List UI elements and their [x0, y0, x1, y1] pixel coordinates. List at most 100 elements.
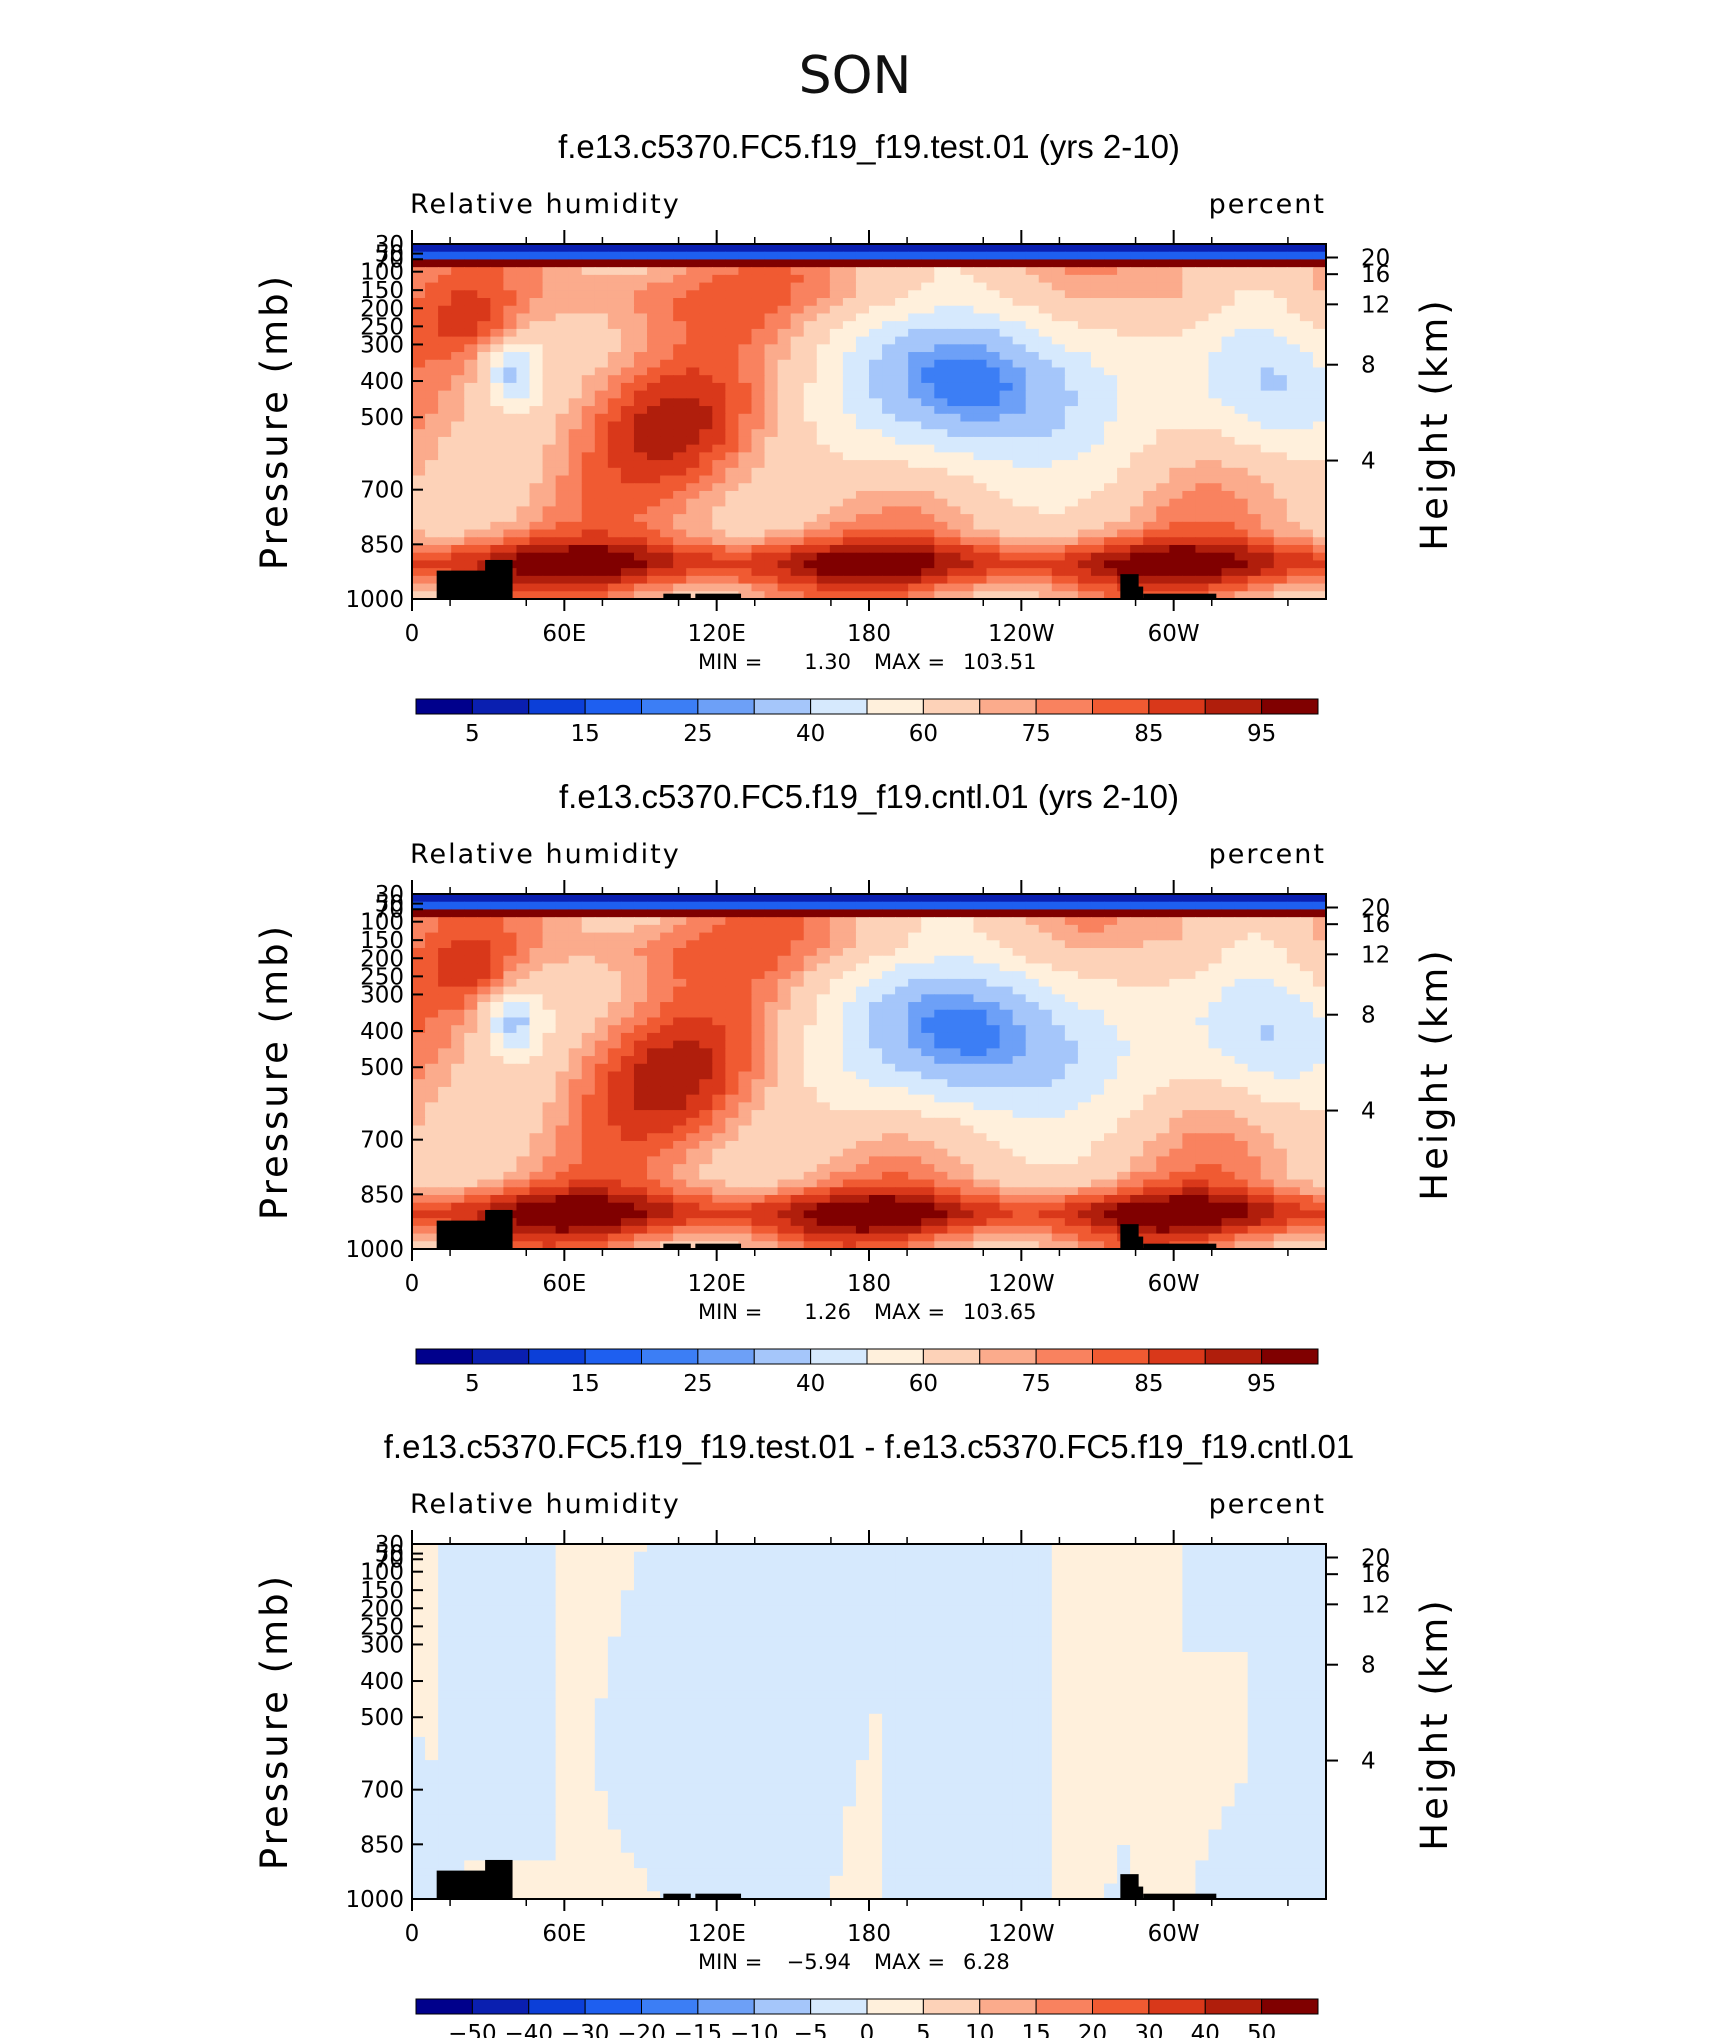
field-cell: [1273, 359, 1288, 369]
field-cell: [947, 406, 961, 415]
field-cell: [1104, 971, 1118, 980]
field-cell: [1169, 506, 1183, 515]
field-cell: [1038, 901, 1053, 911]
field-cell: [934, 583, 948, 592]
field-cell: [438, 359, 452, 369]
field-cell: [555, 274, 570, 284]
field-cell: [1090, 963, 1105, 972]
field-cell: [1064, 413, 1079, 423]
field-cell: [633, 467, 648, 477]
field-cell: [803, 1071, 818, 1080]
field-cell: [1273, 963, 1288, 972]
field-cell: [620, 444, 635, 453]
field-cell: [1051, 436, 1066, 446]
field-cell: [973, 390, 988, 399]
field-cell: [790, 244, 805, 253]
field-cell: [960, 971, 975, 980]
field-cell: [895, 924, 909, 934]
panel-title: f.e13.c5370.FC5.f19_f19.cntl.01 (yrs 2-1…: [559, 778, 1179, 815]
field-cell: [647, 444, 661, 453]
field-cell: [633, 537, 648, 546]
field-cell: [660, 467, 674, 477]
field-cell: [568, 321, 583, 330]
field-cell: [934, 321, 948, 330]
field-cell: [829, 955, 844, 965]
field-cell: [960, 940, 975, 949]
field-cell: [1025, 498, 1040, 507]
field-cell: [464, 390, 478, 399]
field-cell: [1247, 406, 1262, 415]
field-cell: [633, 1017, 648, 1026]
field-cell: [1156, 251, 1170, 261]
field-cell: [516, 1048, 531, 1057]
field-cell: [1260, 506, 1275, 515]
field-cell: [725, 490, 740, 500]
field-cell: [777, 452, 792, 461]
field-cell: [960, 909, 975, 918]
field-cell: [660, 298, 674, 307]
field-cell: [647, 1009, 661, 1019]
field-cell: [1169, 398, 1183, 407]
field-cell: [712, 955, 726, 965]
field-cell: [1064, 483, 1079, 492]
field-cell: [1247, 1040, 1262, 1049]
field-cell: [725, 948, 740, 957]
field-cell: [986, 994, 1001, 1003]
field-cell: [777, 1009, 792, 1019]
field-cell: [921, 406, 935, 415]
field-cell: [1104, 932, 1118, 941]
field-cell: [686, 591, 700, 600]
field-cell: [477, 251, 491, 261]
field-cell: [816, 390, 831, 399]
field-cell: [620, 367, 635, 376]
field-cell: [1299, 948, 1314, 957]
field-cell: [869, 894, 883, 903]
field-cell: [999, 498, 1014, 507]
field-cell: [1143, 971, 1157, 980]
field-cell: [438, 1025, 452, 1034]
field-cell: [555, 444, 570, 453]
field-cell: [594, 560, 609, 569]
field-cell: [490, 328, 504, 338]
field-cell: [921, 994, 935, 1003]
field-cell: [934, 560, 948, 569]
field-cell: [503, 336, 518, 345]
field-cell: [934, 955, 948, 965]
field-cell: [803, 948, 818, 957]
field-cell: [594, 352, 609, 361]
field-cell: [712, 452, 726, 461]
field-cell: [1117, 298, 1131, 307]
field-cell: [412, 467, 426, 477]
field-cell: [581, 259, 596, 268]
field-cell: [816, 1017, 831, 1026]
field-cell: [908, 1040, 922, 1049]
field-cell: [1090, 406, 1105, 415]
field-cell: [1051, 955, 1066, 965]
field-cell: [542, 514, 557, 523]
field-cell: [1286, 1048, 1301, 1057]
field-cell: [464, 529, 478, 538]
field-cell: [620, 467, 635, 477]
field-cell: [607, 1056, 622, 1065]
field-cell: [1143, 498, 1157, 507]
field-cell: [568, 452, 583, 461]
field-cell: [620, 986, 635, 995]
field-cell: [842, 1025, 857, 1034]
field-cell: [1077, 575, 1092, 585]
field-cell: [751, 406, 766, 415]
field-cell: [855, 940, 870, 949]
field-cell: [1286, 917, 1301, 926]
field-cell: [1195, 336, 1210, 345]
field-cell: [1077, 460, 1092, 469]
field-cell: [1208, 359, 1223, 369]
field-cell: [1104, 305, 1118, 315]
field-cell: [764, 298, 779, 307]
field-cell: [1012, 948, 1027, 957]
field-cell: [973, 537, 988, 546]
field-cell: [869, 1017, 883, 1026]
field-cell: [1038, 367, 1053, 376]
field-cell: [1156, 552, 1170, 562]
field-cell: [1260, 544, 1275, 554]
field-cell: [1247, 359, 1262, 369]
field-cell: [1051, 413, 1066, 423]
